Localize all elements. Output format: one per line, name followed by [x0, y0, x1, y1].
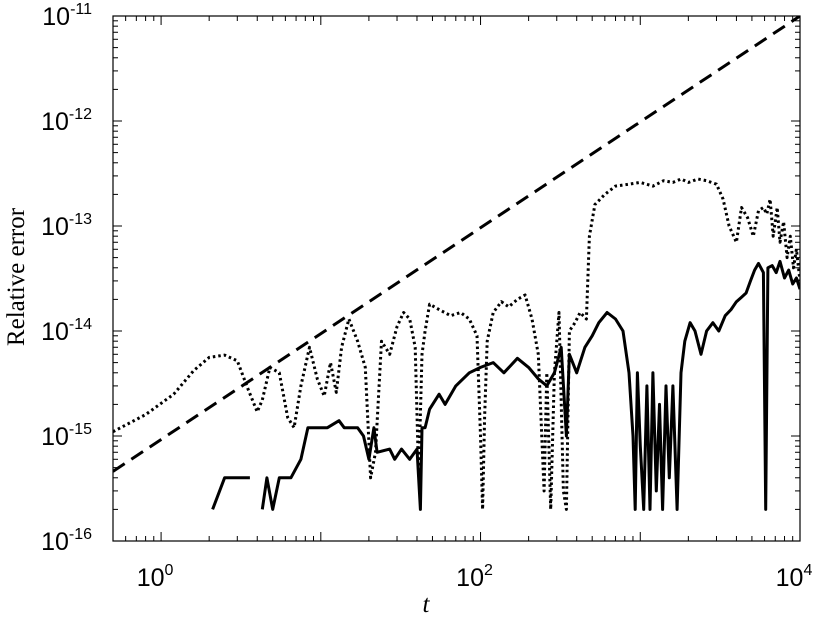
y-tick-label: 10-16 — [41, 526, 92, 556]
y-tick-exponent: -12 — [69, 106, 92, 123]
y-tick-exponent: -13 — [69, 211, 92, 228]
y-axis-label: Relative error — [3, 207, 30, 346]
y-tick-base: 10 — [42, 3, 70, 31]
x-tick-base: 10 — [776, 564, 804, 592]
series-solid-line-segment-0 — [211, 476, 250, 510]
x-tick-exponent: 2 — [484, 562, 493, 579]
x-tick-label: 100 — [137, 562, 174, 592]
x-tick-label: 104 — [776, 562, 813, 592]
y-tick-label: 10-13 — [41, 211, 92, 241]
series-dotted-line — [113, 177, 800, 511]
x-tick-label: 102 — [456, 562, 493, 592]
y-tick-label: 10-15 — [41, 421, 92, 451]
y-tick-base: 10 — [41, 108, 69, 136]
y-tick-label: 10-12 — [41, 106, 92, 136]
x-tick-exponent: 0 — [165, 562, 174, 579]
y-tick-base: 10 — [41, 528, 69, 556]
plot-frame — [112, 15, 801, 542]
x-tick-base: 10 — [456, 564, 484, 592]
series-solid-line-segment-1 — [260, 259, 800, 511]
y-tick-label: 10-14 — [41, 316, 92, 346]
y-tick-base: 10 — [41, 213, 69, 241]
y-tick-label: 10-11 — [42, 1, 92, 31]
y-tick-exponent: -15 — [69, 421, 92, 438]
y-tick-base: 10 — [41, 423, 69, 451]
x-tick-exponent: 4 — [803, 562, 812, 579]
x-axis-label: t — [423, 591, 431, 618]
y-tick-exponent: -11 — [70, 1, 92, 18]
series-dashed-line — [113, 16, 800, 473]
series-layer — [113, 16, 800, 511]
y-tick-base: 10 — [41, 318, 69, 346]
x-tick-base: 10 — [137, 564, 165, 592]
y-tick-exponent: -16 — [69, 526, 92, 543]
y-tick-exponent: -14 — [69, 316, 92, 333]
